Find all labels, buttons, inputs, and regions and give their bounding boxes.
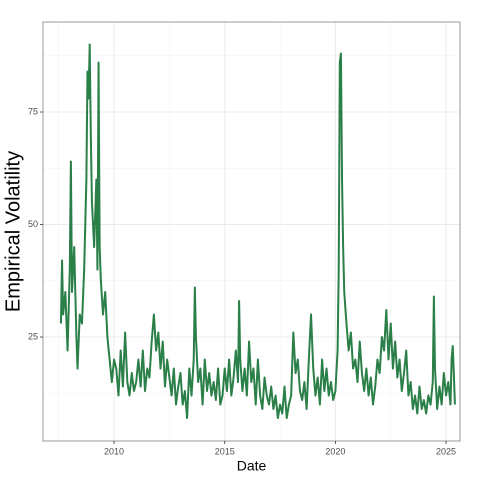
- x-tick-label: 2010: [104, 446, 124, 456]
- x-tick-label: 2020: [325, 446, 345, 456]
- x-tick-label: 2015: [215, 446, 235, 456]
- y-tick-label: 25: [28, 331, 38, 341]
- x-axis-title: Date: [237, 458, 267, 474]
- y-tick-label: 50: [28, 219, 38, 229]
- y-axis-title: Empirical Volatility: [2, 151, 24, 312]
- y-tick-label: 75: [28, 106, 38, 116]
- x-tick-label: 2025: [436, 446, 456, 456]
- panel-border: [42, 21, 461, 442]
- line: [59, 43, 456, 420]
